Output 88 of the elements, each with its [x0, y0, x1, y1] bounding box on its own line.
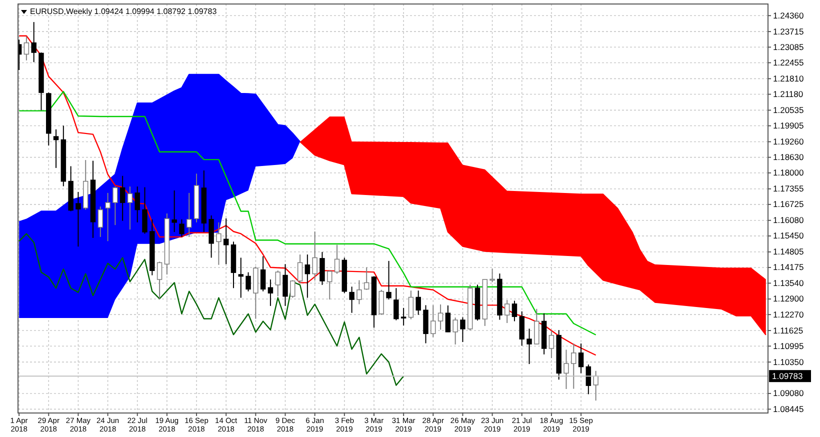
candlestick [275, 270, 280, 297]
candlestick [400, 307, 406, 326]
candlestick [260, 256, 266, 292]
y-tick-label: 1.23085 [773, 42, 804, 52]
candlestick [320, 252, 325, 286]
candlestick [490, 268, 495, 283]
candlestick [179, 218, 184, 238]
y-tick-label: 1.19905 [773, 120, 804, 131]
candlestick [548, 330, 554, 359]
y-tick-label: 1.18000 [773, 168, 804, 178]
y-tick-label: 1.09080 [773, 388, 804, 398]
candlestick [534, 308, 540, 345]
candlestick [120, 175, 126, 222]
candlestick [504, 299, 510, 324]
candlestick [268, 278, 274, 306]
candlestick [208, 214, 214, 258]
candlestick [386, 260, 392, 300]
y-tick-label: 1.21180 [773, 88, 804, 99]
y-tick-label: 1.22455 [773, 57, 804, 68]
candlestick [290, 280, 296, 298]
candlestick [438, 304, 444, 330]
candlestick [127, 186, 133, 230]
y-tick-label: 1.16080 [773, 215, 804, 226]
candlestick [223, 218, 229, 265]
y-tick-label: 1.12270 [773, 309, 804, 320]
candlestick [526, 328, 532, 365]
candlestick [105, 192, 110, 242]
candlestick [416, 290, 421, 316]
candlestick [24, 36, 30, 61]
candlestick [571, 343, 576, 390]
candlestick [304, 254, 310, 298]
y-tick-label: 1.17355 [773, 184, 804, 194]
candlestick [282, 264, 288, 306]
y-tick-label: 1.21810 [773, 73, 804, 84]
candlestick [246, 272, 251, 292]
candlestick [238, 257, 244, 298]
y-tick-label: 1.14175 [773, 262, 804, 272]
candlestick [186, 192, 192, 238]
y-tick-label: 1.20535 [773, 104, 804, 115]
candlestick [76, 191, 81, 248]
y-tick-label: 1.12900 [773, 294, 804, 304]
candlestick [586, 364, 592, 395]
candlestick [408, 290, 414, 320]
candlestick [519, 310, 524, 346]
candlestick [98, 206, 104, 238]
candlestick [334, 244, 340, 274]
candlestick [356, 280, 362, 305]
y-tick-label: 1.11625 [773, 325, 804, 336]
y-tick-label: 1.24360 [773, 10, 804, 20]
line-series [18, 233, 404, 386]
candlestick [423, 304, 428, 344]
candlestick [216, 222, 222, 266]
y-tick-label: 1.08445 [773, 404, 804, 414]
candlestick [512, 300, 518, 322]
candlestick [142, 186, 148, 234]
candlestick [172, 190, 177, 232]
line-series [18, 90, 596, 336]
candlestick [53, 128, 59, 168]
y-tick-label: 1.18630 [773, 152, 804, 162]
y-tick-label: 1.15450 [773, 230, 804, 241]
y-tick-label: 1.16725 [773, 199, 804, 210]
y-tick-label: 1.19260 [773, 136, 804, 146]
candlestick [445, 304, 451, 333]
candlestick [578, 343, 584, 374]
candlestick [364, 266, 370, 290]
y-tick-label: 1.23715 [773, 26, 804, 36]
ref-line-label: 1.09783 [772, 371, 803, 382]
candlestick [564, 349, 569, 390]
candlestick [156, 261, 162, 300]
candlestick [112, 186, 118, 226]
y-tick-label: 1.13540 [773, 278, 804, 288]
candlestick [297, 254, 303, 284]
y-tick-label: 1.10995 [773, 340, 804, 351]
candlestick [430, 304, 436, 338]
candlestick [460, 316, 466, 343]
candlestick [327, 270, 332, 300]
candlestick [593, 370, 598, 402]
candlestick [134, 186, 140, 223]
candlestick [312, 230, 318, 281]
candlestick [452, 317, 458, 346]
chart-title: EURUSD,Weekly 1.09424 1.09994 1.08792 1.09783 [30, 7, 218, 16]
y-tick-label: 1.10350 [773, 356, 804, 367]
candlestick [378, 289, 384, 316]
y-tick-label: 1.14805 [773, 246, 804, 257]
candlestick [349, 286, 354, 314]
candlestick [394, 288, 399, 321]
line-series [18, 35, 596, 356]
candlestick [31, 22, 36, 63]
